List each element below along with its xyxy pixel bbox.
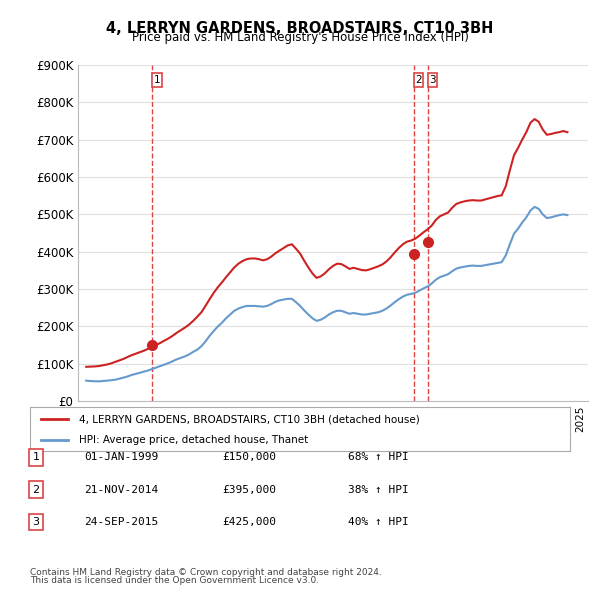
Text: Price paid vs. HM Land Registry's House Price Index (HPI): Price paid vs. HM Land Registry's House … xyxy=(131,31,469,44)
Text: 3: 3 xyxy=(429,75,436,85)
Text: £425,000: £425,000 xyxy=(222,517,276,527)
Text: 38% ↑ HPI: 38% ↑ HPI xyxy=(348,485,409,494)
Text: 68% ↑ HPI: 68% ↑ HPI xyxy=(348,453,409,462)
Text: 1: 1 xyxy=(154,75,160,85)
Text: 24-SEP-2015: 24-SEP-2015 xyxy=(84,517,158,527)
Text: 01-JAN-1999: 01-JAN-1999 xyxy=(84,453,158,462)
Text: 4, LERRYN GARDENS, BROADSTAIRS, CT10 3BH (detached house): 4, LERRYN GARDENS, BROADSTAIRS, CT10 3BH… xyxy=(79,415,419,424)
Text: 2: 2 xyxy=(32,485,40,494)
Text: 4, LERRYN GARDENS, BROADSTAIRS, CT10 3BH: 4, LERRYN GARDENS, BROADSTAIRS, CT10 3BH xyxy=(106,21,494,35)
Text: 21-NOV-2014: 21-NOV-2014 xyxy=(84,485,158,494)
Text: This data is licensed under the Open Government Licence v3.0.: This data is licensed under the Open Gov… xyxy=(30,576,319,585)
Text: £395,000: £395,000 xyxy=(222,485,276,494)
Text: £150,000: £150,000 xyxy=(222,453,276,462)
Text: 2: 2 xyxy=(415,75,422,85)
Text: HPI: Average price, detached house, Thanet: HPI: Average price, detached house, Than… xyxy=(79,435,308,445)
Text: 3: 3 xyxy=(32,517,40,527)
Text: 1: 1 xyxy=(32,453,40,462)
Text: Contains HM Land Registry data © Crown copyright and database right 2024.: Contains HM Land Registry data © Crown c… xyxy=(30,568,382,577)
Text: 40% ↑ HPI: 40% ↑ HPI xyxy=(348,517,409,527)
